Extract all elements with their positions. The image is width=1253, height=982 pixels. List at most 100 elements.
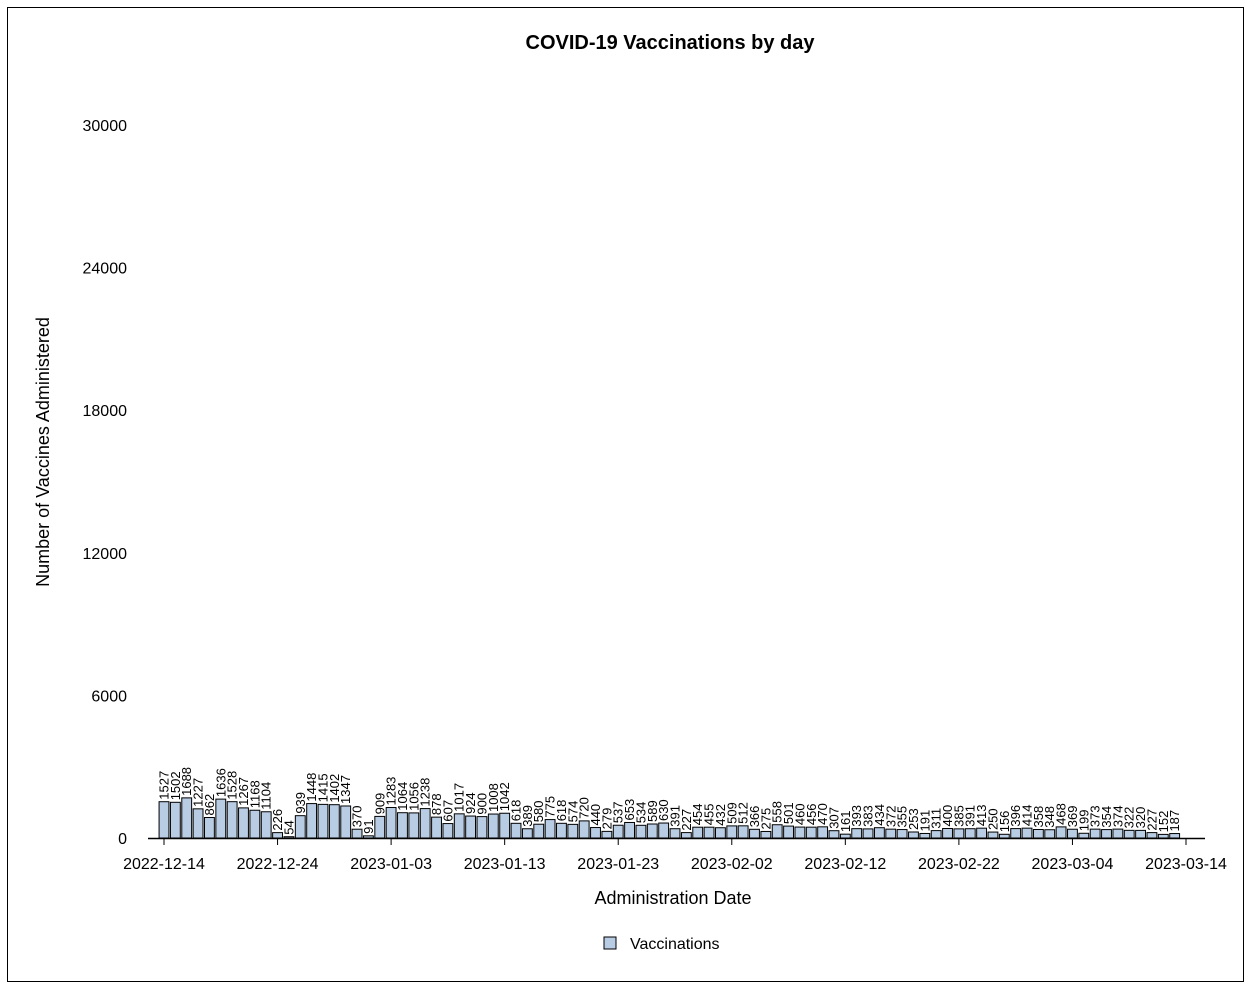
bar-data-label: 385: [951, 805, 966, 827]
bar-data-label: 250: [985, 808, 1000, 830]
bar: [408, 812, 420, 839]
bar: [1032, 828, 1044, 839]
bar-data-label: 91: [361, 819, 376, 833]
bar-data-label: 391: [668, 805, 683, 827]
bar: [442, 823, 454, 839]
bar: [1101, 829, 1112, 839]
bar-data-label: 878: [429, 793, 444, 815]
bar: [453, 813, 465, 839]
bar: [760, 830, 772, 839]
bar-data-label: 1448: [304, 773, 319, 802]
bar-data-label: 924: [463, 792, 478, 814]
bar: [1123, 829, 1135, 839]
bar-data-label: 455: [702, 803, 717, 825]
bar-data-label: 470: [815, 803, 830, 825]
bar: [362, 835, 374, 839]
y-axis-label: Number of Vaccines Administered: [33, 317, 53, 587]
bar-data-label: 354: [1099, 806, 1114, 828]
bar: [374, 815, 386, 839]
bar-data-label: 1017: [452, 783, 467, 812]
y-tick-label: 12000: [83, 546, 128, 563]
bar-data-label: 358: [1031, 806, 1046, 828]
bar-data-label: 369: [1065, 806, 1080, 828]
bar: [226, 801, 238, 839]
x-tick-label: 2022-12-14: [123, 856, 205, 873]
bar: [612, 824, 624, 839]
bar-data-labels: 1527150216881227862163615281267116811042…: [157, 767, 1183, 835]
bar-data-label: 1227: [191, 778, 206, 807]
bar-data-label: 456: [804, 803, 819, 825]
bar: [783, 825, 794, 839]
bar: [908, 831, 919, 839]
bar-data-label: 434: [872, 804, 887, 826]
bar-data-label: 370: [350, 806, 365, 828]
bar: [1021, 827, 1033, 839]
bar: [487, 813, 499, 839]
bar: [930, 830, 942, 839]
bar-data-label: 413: [974, 804, 989, 826]
bar: [544, 819, 556, 839]
x-tick-label: 2023-01-13: [464, 856, 546, 873]
bar-data-label: 1402: [327, 774, 342, 803]
bar: [465, 815, 477, 839]
bar-data-label: 574: [565, 801, 580, 823]
bar-data-label: 366: [747, 806, 762, 828]
bar-data-label: 414: [1020, 804, 1035, 826]
bar-data-label: 372: [883, 805, 898, 827]
bar: [328, 804, 340, 839]
bar-data-label: 534: [633, 802, 648, 824]
bar: [169, 801, 181, 839]
bar: [1078, 832, 1090, 839]
bar-data-label: 1168: [247, 780, 262, 808]
bar-data-label: 322: [1122, 807, 1137, 829]
bar-data-label: 580: [531, 801, 546, 823]
bar-data-label: 227: [679, 809, 694, 831]
bar: [1055, 826, 1067, 839]
chart-title: COVID-19 Vaccinations by day: [526, 32, 816, 54]
bar: [601, 830, 613, 839]
y-tick-label: 30000: [83, 118, 128, 135]
x-axis-ticks: 2022-12-14 2022-12-24 2023-01-03 2023-01-13…: [123, 838, 1227, 873]
bar-data-label: 226: [270, 809, 285, 831]
bar-data-label: 1104: [259, 782, 274, 810]
bar: [1157, 833, 1169, 839]
bar: [635, 824, 647, 839]
bar: [692, 826, 704, 839]
bar-data-label: 1064: [395, 782, 410, 811]
bar: [215, 798, 227, 839]
bar-data-label: 432: [713, 804, 728, 826]
bar: [680, 832, 692, 839]
bar: [714, 827, 726, 839]
bar-data-label: 939: [293, 792, 308, 814]
bar-data-label: 607: [440, 800, 455, 822]
bar: [203, 817, 215, 839]
bar-data-label: 440: [588, 804, 603, 826]
bar: [1089, 828, 1101, 839]
bar-data-label: 161: [838, 810, 853, 832]
bar-data-label: 1636: [213, 768, 228, 797]
y-tick-label: 24000: [83, 261, 128, 278]
bar-data-label: 468: [1054, 803, 1069, 825]
bar: [873, 827, 885, 839]
bar-data-label: 501: [781, 802, 796, 824]
bar-data-label: 1528: [225, 771, 240, 800]
bar-data-label: 558: [770, 801, 785, 823]
bar-data-label: 1527: [157, 771, 172, 800]
x-tick-label: 2023-01-23: [577, 856, 659, 873]
bar-data-label: 253: [906, 808, 921, 830]
bar: [1112, 828, 1124, 839]
chart-legend: Vaccinations: [603, 936, 720, 953]
legend-swatch-vaccinations: [603, 936, 617, 950]
y-axis-ticks: 0 6000 12000 18000 24000 30000: [83, 118, 128, 848]
bar-data-label: 1347: [338, 775, 353, 804]
bar-data-label: 307: [826, 807, 841, 829]
bar-data-label: 279: [599, 808, 614, 830]
x-tick-label: 2023-01-03: [350, 856, 432, 873]
bar-data-label: 1415: [315, 773, 330, 802]
bar: [771, 824, 783, 839]
bar-data-label: 275: [758, 808, 773, 830]
bar-data-label: 630: [656, 799, 671, 821]
bar-data-label: 589: [645, 800, 660, 822]
bar: [646, 823, 658, 839]
bar: [885, 828, 897, 839]
